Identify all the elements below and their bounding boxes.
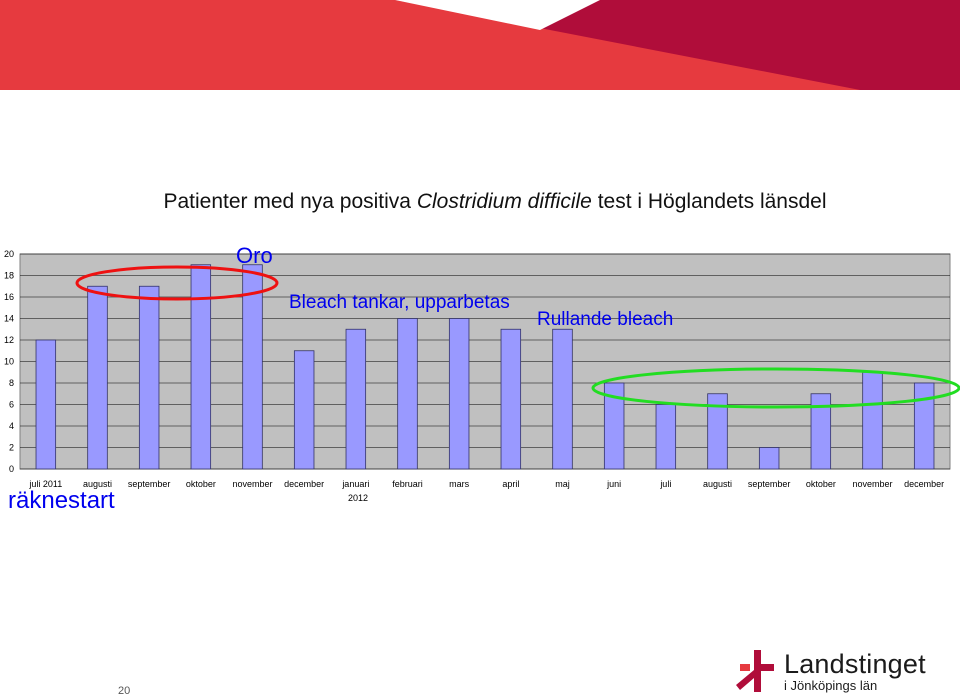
- bar: [500, 328, 522, 470]
- bar: [862, 371, 883, 470]
- y-tick-label: 16: [4, 292, 14, 302]
- logo-name: Landstinget: [784, 649, 926, 679]
- chart-title-part-1: Patienter med nya positiva: [163, 190, 417, 213]
- bar: [138, 285, 160, 470]
- x-tick-label: november: [852, 479, 892, 489]
- annotation-oro: Oro: [236, 243, 273, 268]
- x-tick-label: augusti: [83, 479, 112, 489]
- x-tick-label: november: [232, 479, 272, 489]
- x-tick-label: december: [284, 479, 324, 489]
- logo-subtitle: i Jönköpings län: [784, 678, 878, 693]
- x-tick-label: april: [502, 479, 519, 489]
- annotation-bleach: Bleach tankar, upparbetas: [289, 292, 510, 313]
- x-tick-label: februari: [392, 479, 423, 489]
- y-tick-label: 18: [4, 271, 14, 281]
- bar: [707, 393, 728, 470]
- bar: [913, 382, 935, 470]
- bars: [35, 264, 935, 470]
- bar: [397, 318, 418, 470]
- y-tick-label: 8: [9, 378, 14, 388]
- bar: [87, 285, 108, 470]
- x-tick-label: september: [128, 479, 171, 489]
- bar: [810, 393, 832, 470]
- x-tick-label: september: [748, 479, 791, 489]
- bar: [190, 264, 212, 470]
- logo-mark-icon: [736, 650, 774, 692]
- y-tick-label: 2: [9, 443, 14, 453]
- slide-number: 20: [118, 685, 131, 697]
- x-axis-year-label: 2012: [348, 493, 368, 503]
- y-tick-label: 10: [4, 357, 14, 367]
- x-tick-label: juli 2011: [28, 479, 62, 489]
- bar: [448, 318, 470, 470]
- bar: [242, 264, 263, 470]
- bar-chart: 0 2 4 6 8 10 12 14 16 18 20 juli 2011 augusti septem…: [4, 249, 951, 503]
- x-axis-ticks: juli 2011 augusti september oktober november…: [28, 479, 944, 489]
- bar: [345, 328, 367, 470]
- raknestart-label: räknestart: [8, 487, 115, 514]
- header-white-wedge: [395, 0, 600, 30]
- x-tick-label: mars: [449, 479, 469, 489]
- x-tick-label: juli: [659, 479, 671, 489]
- x-tick-label: juni: [606, 479, 621, 489]
- y-tick-label: 0: [9, 464, 14, 474]
- chart-title: Patienter med nya positiva Clostridium d…: [0, 190, 960, 214]
- bar: [35, 339, 57, 470]
- bar: [552, 328, 573, 470]
- y-axis-ticks: 0 2 4 6 8 10 12 14 16 18 20: [4, 249, 14, 474]
- y-tick-label: 12: [4, 335, 14, 345]
- chart-title-part-3: test i Höglandets länsdel: [591, 190, 827, 213]
- y-tick-label: 14: [4, 314, 14, 324]
- logo: Landstinget i Jönköpings län: [734, 646, 944, 696]
- header-band: [0, 0, 960, 90]
- x-tick-label: januari: [341, 479, 369, 489]
- bar: [293, 350, 315, 470]
- x-tick-label: augusti: [703, 479, 732, 489]
- x-tick-label: oktober: [806, 479, 836, 489]
- x-tick-label: oktober: [186, 479, 216, 489]
- bar: [603, 382, 625, 470]
- x-tick-label: december: [904, 479, 944, 489]
- annotation-rullande: Rullande bleach: [537, 309, 674, 330]
- y-tick-label: 6: [9, 400, 14, 410]
- bar: [655, 404, 677, 470]
- y-tick-label: 20: [4, 249, 14, 259]
- bar: [758, 447, 780, 470]
- y-tick-label: 4: [9, 421, 14, 431]
- x-tick-label: maj: [555, 479, 570, 489]
- chart-title-part-2: Clostridium difficile: [416, 190, 592, 213]
